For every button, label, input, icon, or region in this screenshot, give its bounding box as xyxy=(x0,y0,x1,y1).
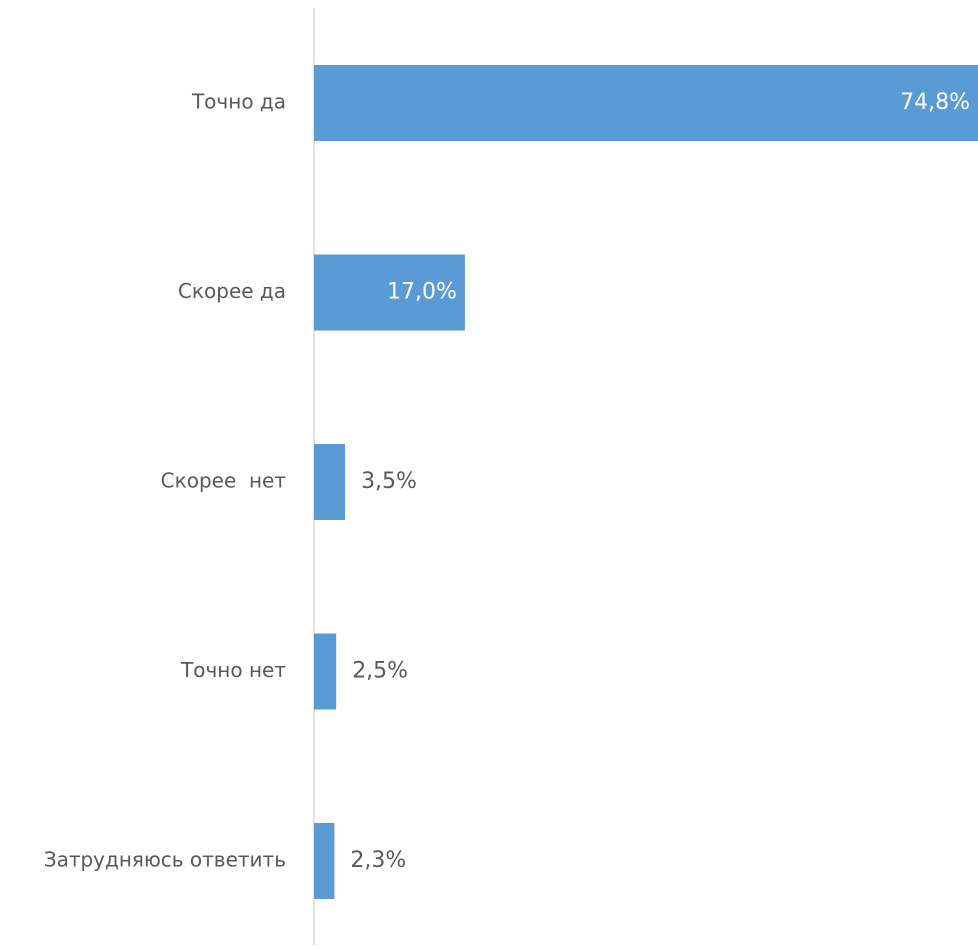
bar-3 xyxy=(314,633,337,710)
bar-1 xyxy=(314,254,465,331)
value-label-1: 17,0% xyxy=(387,280,457,305)
value-label-4: 2,3% xyxy=(350,848,406,873)
bars-group: Точно да 74,8% Скорее да 17,0% Скорее нет 3,5… xyxy=(44,65,978,899)
bar-2 xyxy=(314,444,346,520)
bar-4 xyxy=(314,823,335,899)
category-label-0: Точно да xyxy=(191,90,286,114)
category-label-1: Скорее да xyxy=(178,279,286,303)
category-label-4: Затрудняюсь ответить xyxy=(44,848,286,872)
value-label-2: 3,5% xyxy=(361,469,417,494)
value-label-0: 74,8% xyxy=(900,90,970,115)
bar-0 xyxy=(314,65,978,141)
category-label-3: Точно нет xyxy=(180,658,286,682)
value-label-3: 2,5% xyxy=(352,659,408,684)
category-label-2: Скорее нет xyxy=(161,469,287,493)
